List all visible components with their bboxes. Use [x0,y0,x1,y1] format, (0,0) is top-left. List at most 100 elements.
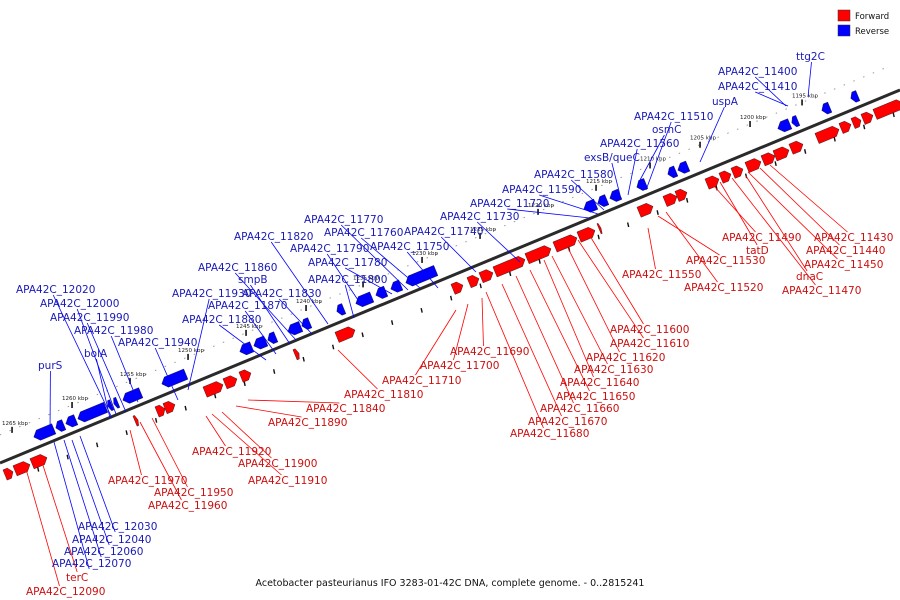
reverse-gene-arrow [113,396,121,409]
leader-line [23,461,60,587]
ruler-tick-label: 1235 kbp [353,275,379,281]
gene-label-forward: APA42C_11710 [382,375,461,387]
axis-minor-tick [803,149,807,154]
legend: Forward Reverse [837,9,889,37]
leader-line [63,439,102,558]
reverse-gene-arrow [239,341,255,356]
forward-gene-arrow [772,146,790,162]
leader-line [205,415,226,447]
leader-line [52,294,113,419]
reverse-gene-arrow [597,194,610,207]
forward-gene-arrow [202,381,224,398]
leader-line [731,177,816,286]
gene-label-forward: APA42C_11690 [450,346,529,358]
reverse-gene-arrow [287,321,304,336]
leader-line [187,298,210,391]
gene-label-forward: APA42C_12090 [26,586,105,598]
gene-label-reverse: APA42C_12030 [78,521,157,533]
forward-gene-arrow [450,281,464,295]
axis-minor-tick [508,271,512,277]
leader-line [415,309,457,376]
leader-line [360,237,421,289]
leader-line [234,272,297,341]
leader-line [657,215,720,256]
gene-label-reverse: APA42C_11580 [534,169,613,181]
ruler-tick-label: 1240 kbp [296,299,322,305]
axis-minor-tick [420,307,423,313]
label-leader-lines [23,61,848,587]
forward-gene-arrow [744,158,762,173]
gene-label-forward: APA42C_11610 [610,338,689,350]
forward-gene-arrow [872,99,900,120]
leader-line [250,284,291,345]
legend-label: Forward [855,12,889,22]
leader-line [270,241,329,325]
gene-label-forward: APA42C_11960 [148,500,227,512]
tick-marks: 1195 kbp 1200 kbp 1205 kbp 1210 kbp 1215 kbp… [0,65,895,472]
gene-label-reverse: APA42C_11780 [308,257,387,269]
gene-label-reverse: APA42C_11410 [718,81,797,93]
reverse-gene-arrow [336,303,347,316]
axis-minor-tick [626,222,630,228]
leader-line [86,322,127,413]
forward-gene-arrow [636,203,654,218]
gene-label-reverse: APA42C_11590 [502,184,581,196]
axis-minor-tick [685,197,689,203]
ruler-tick-label: 1225 kbp [470,227,496,233]
gene-label-forward: APA42C_11810 [344,389,423,401]
leader-line [340,224,409,291]
gene-label-reverse: APA42C_11770 [304,214,383,226]
reverse-gene-arrow [850,90,861,103]
leader-line [665,211,718,283]
reverse-gene-arrow [791,115,801,128]
ruler-tick-label: 1215 kbp [586,179,612,185]
gene-labels: ttg2C APA42C_11400 APA42C_11410 uspA APA42C_… [16,51,893,598]
forward-gene-arrow [334,326,356,343]
reverse-gene-arrow [267,331,279,344]
leader-line [627,148,638,196]
forward-gene-arrow [552,234,578,253]
reverse-gene-arrow [390,279,404,293]
reverse-gene-arrow [77,401,109,423]
reverse-gene-arrow [609,188,623,202]
leader-line [611,162,621,196]
gene-label-reverse: APA42C_11560 [600,138,679,150]
leader-line [485,291,544,429]
axis-minor-tick [125,430,128,436]
gene-label-reverse: APA42C_11990 [50,312,129,324]
ruler-tick-label: 1195 kbp [792,93,818,99]
reverse-gene-arrow [55,419,67,432]
axis-minor-tick [833,136,836,142]
leader-line [476,221,521,263]
leader-line [515,275,574,404]
axis-minor-tick [36,466,40,472]
gene-label-forward: APA42C_11890 [268,417,347,429]
axis-minor-tick [390,320,394,325]
gene-label-forward: APA42C_11470 [782,285,861,297]
axis-minor-tick [656,210,659,215]
reverse-gene-arrow [301,317,313,330]
forward-gene-arrow [524,245,552,265]
gene-label-forward: APA42C_11440 [806,245,885,257]
gene-label-forward: APA42C_11660 [540,403,619,415]
gene-label-reverse: APA42C_11830 [242,288,321,300]
leader-line [79,435,116,533]
ruler-tick-label: 1250 kbp [178,348,204,354]
leader-line [337,349,378,390]
gene-label-reverse: APA42C_11510 [634,111,713,123]
forward-gene-arrow [704,175,720,190]
gene-label-reverse: APA42C_11800 [308,274,387,286]
gene-label-forward: APA42C_11550 [622,269,701,281]
gene-label-reverse: APA42C_11930 [172,288,251,300]
forward-gene-arrow [478,269,494,284]
leader-line [507,208,591,219]
ruler-tick-label: 1220 kbp [528,203,554,209]
gene-label-forward: APA42C_11520 [684,282,763,294]
leader-line [699,106,725,163]
axis-minor-tick [331,344,335,350]
gene-arrows [2,90,900,481]
ruler-tick-label: 1210 kbp [640,156,666,162]
leader-line [754,76,787,107]
gene-label-reverse: APA42C_11940 [118,337,197,349]
